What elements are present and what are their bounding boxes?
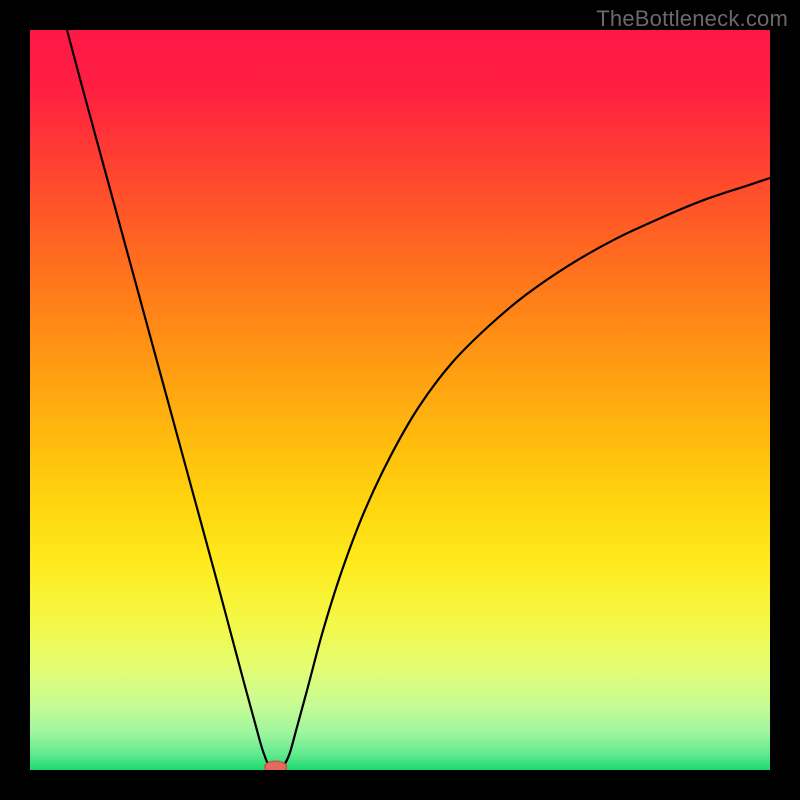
chart-container: { "watermark": { "text": "TheBottleneck.… — [0, 0, 800, 800]
bottleneck-chart — [0, 0, 800, 800]
plot-area — [30, 30, 770, 770]
watermark-text: TheBottleneck.com — [596, 6, 788, 32]
